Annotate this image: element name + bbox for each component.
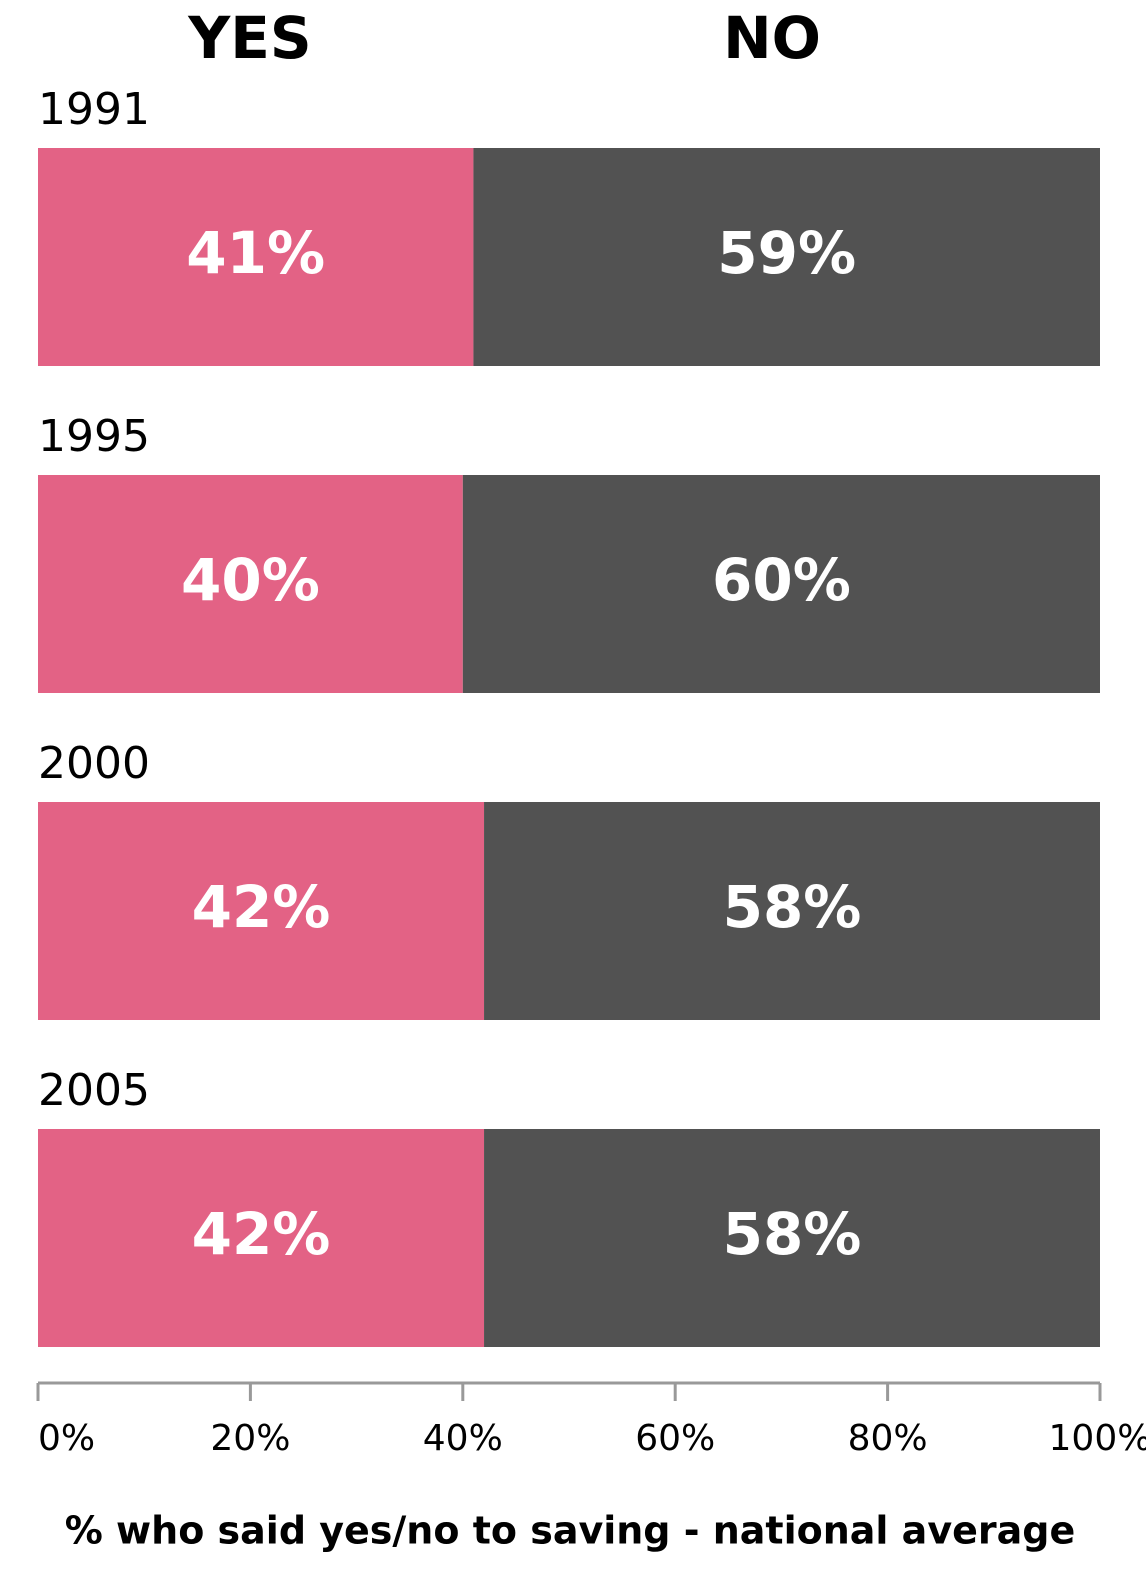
x-tick-label: 0%	[38, 1418, 95, 1459]
bar-segment	[462, 475, 1100, 693]
bar-segment	[38, 802, 485, 1020]
bar-segment	[484, 802, 1100, 1020]
bar-segment	[38, 148, 474, 366]
x-tick-label: 60%	[635, 1418, 715, 1459]
x-tick-label: 80%	[848, 1418, 928, 1459]
bar-segment	[38, 475, 463, 693]
category-label: 1995	[38, 411, 150, 462]
value-label: 59%	[717, 219, 856, 287]
bar-segment	[473, 148, 1100, 366]
value-label: 42%	[192, 873, 331, 941]
bar-segment	[484, 1129, 1100, 1347]
value-label: 60%	[712, 546, 851, 614]
bar-segment	[38, 1129, 485, 1347]
value-label: 42%	[192, 1200, 331, 1268]
x-axis-label: % who said yes/no to saving - national a…	[65, 1509, 1075, 1553]
x-tick-label: 20%	[210, 1418, 290, 1459]
legend-label: YES	[187, 4, 311, 72]
category-label: 2000	[38, 738, 150, 789]
value-label: 40%	[181, 546, 320, 614]
category-label: 2005	[38, 1065, 150, 1116]
category-label: 1991	[38, 84, 150, 135]
x-tick-label: 100%	[1049, 1418, 1146, 1459]
value-label: 41%	[186, 219, 325, 287]
legend-label: NO	[723, 4, 821, 72]
x-tick-label: 40%	[423, 1418, 503, 1459]
value-label: 58%	[723, 873, 862, 941]
value-label: 58%	[723, 1200, 862, 1268]
